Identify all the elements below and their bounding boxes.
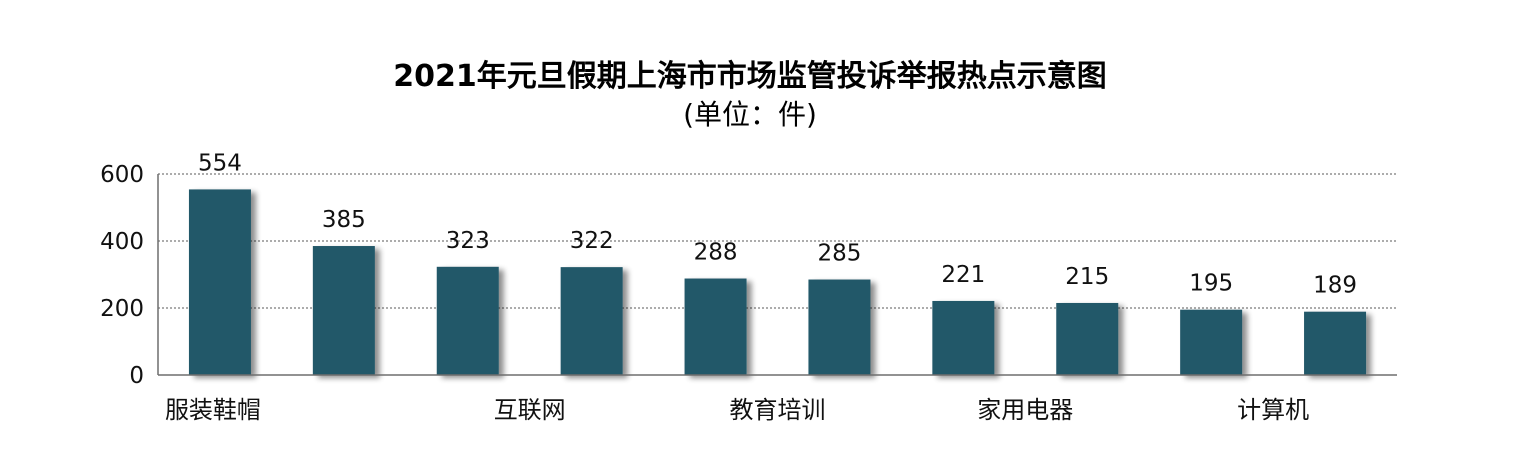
data-label: 221	[941, 262, 985, 288]
data-label: 323	[446, 228, 490, 254]
data-label: 215	[1065, 264, 1109, 290]
category-label: 互联网	[494, 396, 566, 424]
bar	[560, 267, 623, 375]
category-label: 计算机	[1237, 396, 1309, 424]
data-label: 288	[694, 240, 738, 266]
gridlines	[158, 173, 1397, 309]
bar	[932, 300, 995, 375]
chart-subtitle: (单位：件)	[683, 98, 817, 131]
bar	[312, 246, 375, 375]
category-label: 家用电器	[977, 396, 1073, 424]
data-label: 385	[322, 207, 366, 233]
data-label: 554	[198, 150, 242, 176]
bar	[808, 279, 871, 375]
data-label: 189	[1313, 273, 1357, 299]
y-axis-tick-labels: 0 200 400 600	[100, 162, 144, 389]
x-axis-category-labels: 服装鞋帽 互联网 教育培训 家用电器 计算机	[165, 396, 1309, 424]
category-label: 教育培训	[730, 396, 826, 424]
bar	[684, 278, 747, 375]
y-tick-label: 400	[100, 229, 144, 255]
data-labels: 554 385 323 322 288 285 221 215 195 189	[198, 150, 1357, 298]
bar	[436, 266, 499, 375]
y-tick-label: 0	[129, 363, 144, 389]
data-label: 195	[1189, 271, 1233, 297]
data-label: 322	[570, 228, 614, 254]
y-tick-label: 600	[100, 162, 144, 188]
chart-title: 2021年元旦假期上海市市场监管投诉举报热点示意图	[393, 59, 1107, 94]
bars	[188, 189, 1367, 375]
bar	[188, 189, 251, 375]
bar	[1304, 311, 1367, 375]
bar	[1180, 309, 1243, 375]
bar	[1056, 302, 1119, 375]
y-tick-label: 200	[100, 296, 144, 322]
data-label: 285	[817, 241, 861, 267]
category-label: 服装鞋帽	[165, 396, 261, 424]
